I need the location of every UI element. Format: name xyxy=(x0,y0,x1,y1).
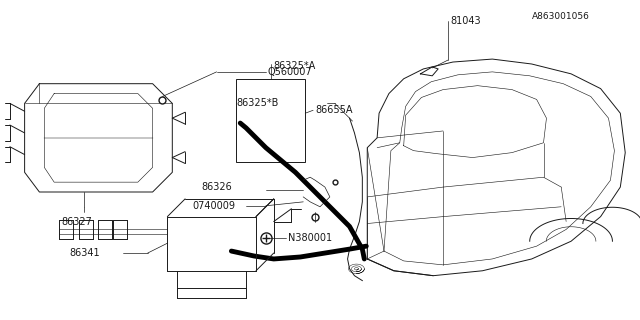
Text: 81043: 81043 xyxy=(450,16,481,26)
Text: 86327: 86327 xyxy=(61,217,92,227)
Text: A863001056: A863001056 xyxy=(532,12,589,21)
Text: 86326: 86326 xyxy=(202,182,232,192)
Text: 86341: 86341 xyxy=(69,248,100,258)
Text: 0740009: 0740009 xyxy=(192,201,235,211)
Text: 86325*A: 86325*A xyxy=(274,61,316,71)
Text: Q560007: Q560007 xyxy=(268,67,312,77)
Text: N380001: N380001 xyxy=(287,233,332,243)
Text: 86655A: 86655A xyxy=(315,105,353,115)
Text: 86325*B: 86325*B xyxy=(236,98,278,108)
Bar xyxy=(236,79,305,163)
